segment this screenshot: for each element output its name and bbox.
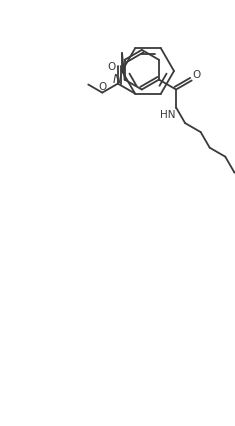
Text: O: O [98, 81, 106, 92]
Text: N: N [113, 73, 122, 86]
Text: O: O [193, 69, 201, 79]
Text: HN: HN [160, 110, 175, 120]
Text: O: O [108, 61, 116, 72]
